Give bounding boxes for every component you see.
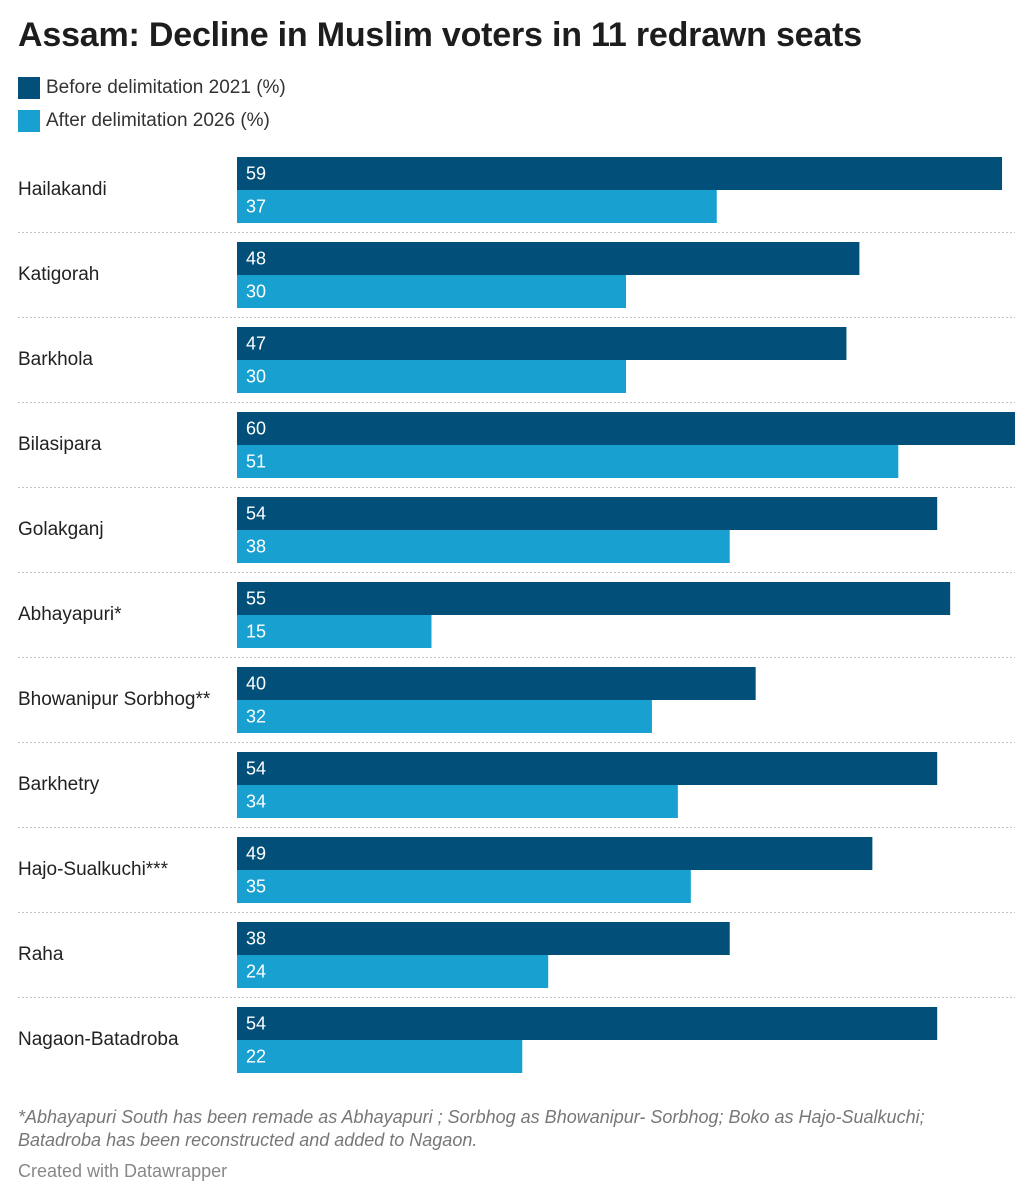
category-label-bilasipara: Bilasipara	[18, 434, 102, 455]
category-label-abhayapuri: Abhayapuri*	[18, 604, 122, 625]
value-label-after-hailakandi: 37	[246, 196, 266, 216]
category-label-barkhola: Barkhola	[18, 349, 93, 370]
category-label-golakganj: Golakganj	[18, 519, 104, 540]
value-label-before-hajo-sualkuchi: 49	[246, 843, 266, 863]
legend-label-after: After delimitation 2026 (%)	[46, 110, 270, 131]
value-label-after-nagaon-batadroba: 22	[246, 1046, 266, 1066]
bar-after-raha	[237, 955, 549, 988]
category-label-barkhetry: Barkhetry	[18, 774, 100, 795]
bar-after-hajo-sualkuchi	[237, 870, 691, 903]
value-label-before-raha: 38	[246, 928, 266, 948]
bar-chart: Hailakandi 59 37 Katigorah 48 30 Barkhola 47 30 B…	[18, 157, 1015, 1073]
value-label-after-raha: 24	[246, 961, 266, 981]
category-label-nagaon-batadroba: Nagaon-Batadroba	[18, 1029, 179, 1050]
value-label-after-katigorah: 30	[246, 281, 266, 301]
bar-before-katigorah	[237, 242, 860, 275]
value-label-after-bhowanipur-sorbhog: 32	[246, 706, 266, 726]
bar-after-nagaon-batadroba	[237, 1040, 523, 1073]
bar-after-katigorah	[237, 275, 626, 308]
bar-after-bhowanipur-sorbhog	[237, 700, 652, 733]
category-label-bhowanipur-sorbhog: Bhowanipur Sorbhog**	[18, 689, 211, 710]
value-label-before-nagaon-batadroba: 54	[246, 1013, 266, 1033]
value-label-before-barkhola: 47	[246, 333, 266, 353]
value-label-after-golakganj: 38	[246, 536, 266, 556]
bar-before-barkhola	[237, 327, 847, 360]
bar-before-raha	[237, 922, 730, 955]
bar-before-bilasipara	[237, 412, 1015, 445]
bar-after-hailakandi	[237, 190, 717, 223]
value-label-after-barkhetry: 34	[246, 791, 266, 811]
bar-before-hajo-sualkuchi	[237, 837, 873, 870]
category-label-hajo-sualkuchi: Hajo-Sualkuchi***	[18, 859, 169, 880]
value-label-before-hailakandi: 59	[246, 163, 266, 183]
legend-item-before: Before delimitation 2021 (%)	[18, 75, 286, 101]
footnote: *Abhayapuri South has been remade as Abh…	[18, 1107, 925, 1150]
category-label-katigorah: Katigorah	[18, 264, 99, 285]
legend-swatch-before	[18, 77, 40, 99]
bar-after-barkhola	[237, 360, 626, 393]
bar-before-hailakandi	[237, 157, 1003, 190]
bar-before-barkhetry	[237, 752, 938, 785]
bar-after-bilasipara	[237, 445, 899, 478]
value-label-before-golakganj: 54	[246, 503, 266, 523]
value-label-after-hajo-sualkuchi: 35	[246, 876, 266, 896]
legend-label-before: Before delimitation 2021 (%)	[46, 77, 286, 98]
category-label-hailakandi: Hailakandi	[18, 179, 107, 200]
value-label-before-katigorah: 48	[246, 248, 266, 268]
value-label-after-barkhola: 30	[246, 366, 266, 386]
bar-before-nagaon-batadroba	[237, 1007, 938, 1040]
value-label-before-barkhetry: 54	[246, 758, 266, 778]
bar-after-golakganj	[237, 530, 730, 563]
bar-before-bhowanipur-sorbhog	[237, 667, 756, 700]
bar-before-golakganj	[237, 497, 938, 530]
value-label-after-bilasipara: 51	[246, 451, 266, 471]
value-label-before-bilasipara: 60	[246, 418, 266, 438]
chart-title: Assam: Decline in Muslim voters in 11 re…	[18, 16, 862, 54]
bar-before-abhayapuri	[237, 582, 951, 615]
category-label-raha: Raha	[18, 944, 64, 965]
value-label-before-abhayapuri: 55	[246, 588, 266, 608]
legend-swatch-after	[18, 110, 40, 132]
bar-after-barkhetry	[237, 785, 678, 818]
value-label-before-bhowanipur-sorbhog: 40	[246, 673, 266, 693]
value-label-after-abhayapuri: 15	[246, 621, 266, 641]
legend-item-after: After delimitation 2026 (%)	[18, 108, 286, 134]
bar-after-abhayapuri	[237, 615, 432, 648]
legend: Before delimitation 2021 (%) After delim…	[18, 75, 286, 141]
credit-link[interactable]: Created with Datawrapper	[18, 1161, 228, 1181]
